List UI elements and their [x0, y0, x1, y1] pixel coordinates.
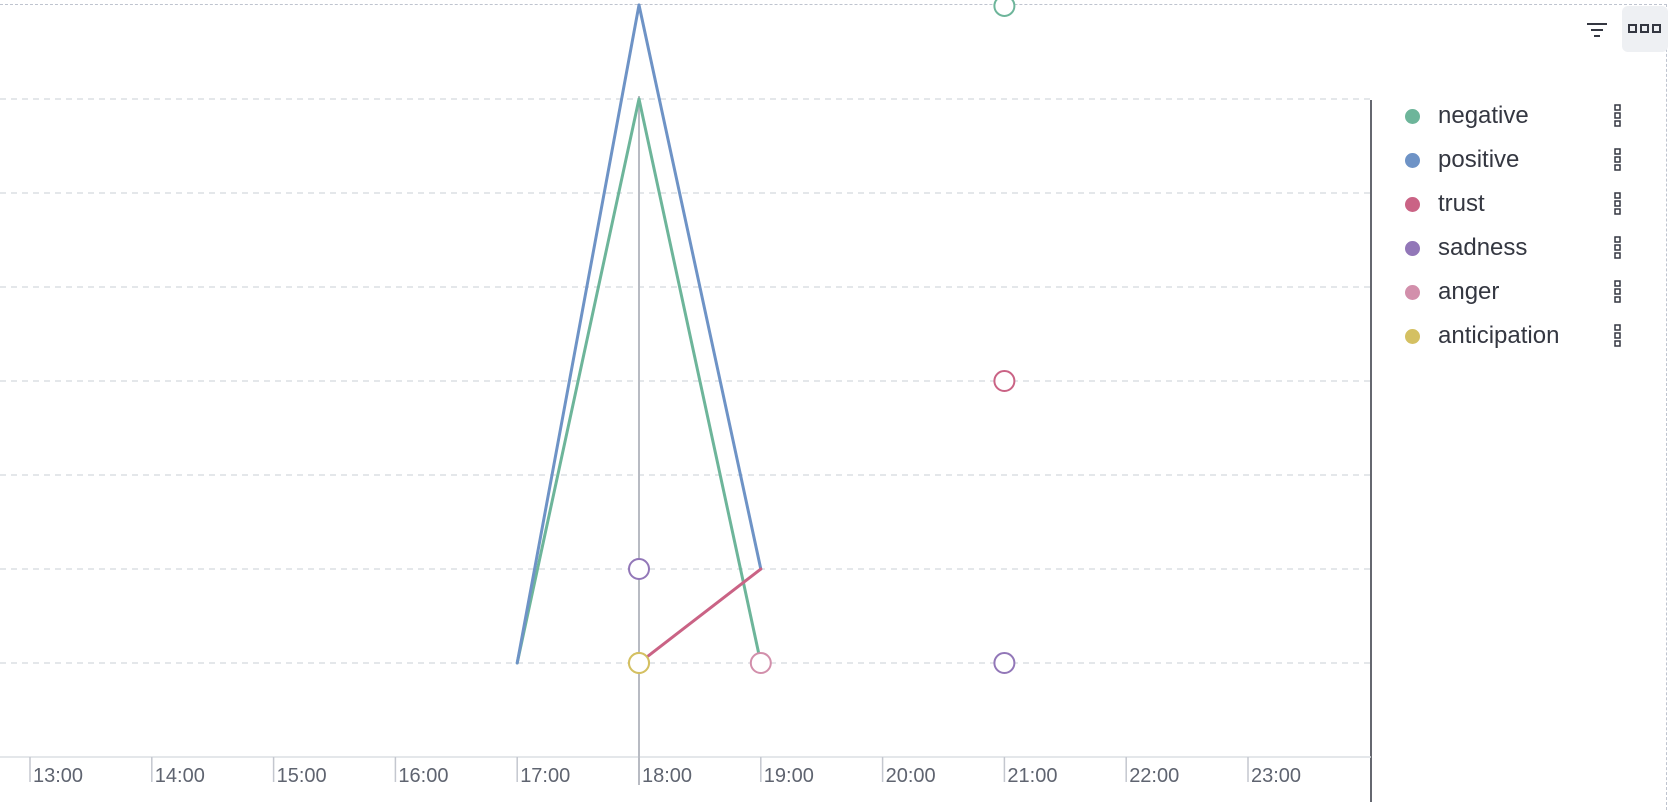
series-line-negative: [637, 97, 763, 665]
vertical-dots-icon[interactable]: [1613, 103, 1623, 129]
series-line-trust: [637, 567, 763, 665]
series-line-negative: [515, 97, 641, 665]
series-line-positive: [637, 3, 763, 571]
legend-color-dot: [1405, 108, 1420, 124]
legend-label: anticipation: [1438, 322, 1560, 349]
x-tick-label: 17:00: [520, 765, 570, 787]
data-point-sadness: [993, 652, 1016, 674]
chart-panel: [0, 4, 1667, 810]
data-point-anticipation: [628, 652, 650, 674]
filter-button[interactable]: [1577, 10, 1617, 50]
legend-label: sadness: [1438, 234, 1528, 261]
vertical-dots-icon[interactable]: [1613, 235, 1623, 261]
x-tick-label: 18:00: [642, 765, 692, 787]
x-tick-label: 16:00: [398, 765, 448, 787]
legend-color-dot: [1405, 196, 1420, 212]
data-point-anger: [749, 652, 772, 674]
legend: negative positive trust sadness anger anticip…: [1395, 94, 1645, 358]
legend-color-dot: [1405, 240, 1420, 256]
legend-item-trust[interactable]: trust: [1395, 182, 1645, 226]
x-tick-label: 15:00: [277, 765, 327, 787]
legend-item-negative[interactable]: negative: [1395, 94, 1645, 138]
legend-item-anger[interactable]: anger: [1395, 270, 1645, 314]
legend-item-sadness[interactable]: sadness: [1395, 226, 1645, 270]
more-options-button[interactable]: [1622, 6, 1668, 52]
x-tick-label: 21:00: [1007, 765, 1057, 787]
x-tick-label: 19:00: [764, 765, 814, 787]
legend-label: positive: [1438, 146, 1520, 173]
data-point-negative: [993, 0, 1016, 17]
series-line-positive: [515, 3, 641, 665]
legend-label: negative: [1438, 102, 1529, 129]
vertical-dots-icon[interactable]: [1613, 191, 1623, 217]
legend-item-positive[interactable]: positive: [1395, 138, 1645, 182]
more-options-icon: [1628, 24, 1661, 33]
data-point-sadness: [628, 558, 650, 580]
data-point-trust: [993, 370, 1016, 392]
legend-item-anticipation[interactable]: anticipation: [1395, 314, 1645, 358]
legend-color-dot: [1405, 284, 1420, 300]
x-tick-label: 23:00: [1251, 765, 1301, 787]
x-tick-label: 14:00: [155, 765, 205, 787]
legend-label: anger: [1438, 278, 1500, 305]
legend-color-dot: [1405, 152, 1420, 168]
x-tick-label: 13:00: [33, 765, 83, 787]
legend-label: trust: [1438, 190, 1485, 217]
vertical-dots-icon[interactable]: [1613, 323, 1623, 349]
vertical-dots-icon[interactable]: [1613, 147, 1623, 173]
x-tick-label: 20:00: [886, 765, 936, 787]
legend-color-dot: [1405, 328, 1420, 344]
filter-icon: [1587, 23, 1607, 37]
x-tick-label: 22:00: [1129, 765, 1179, 787]
vertical-dots-icon[interactable]: [1613, 279, 1623, 305]
